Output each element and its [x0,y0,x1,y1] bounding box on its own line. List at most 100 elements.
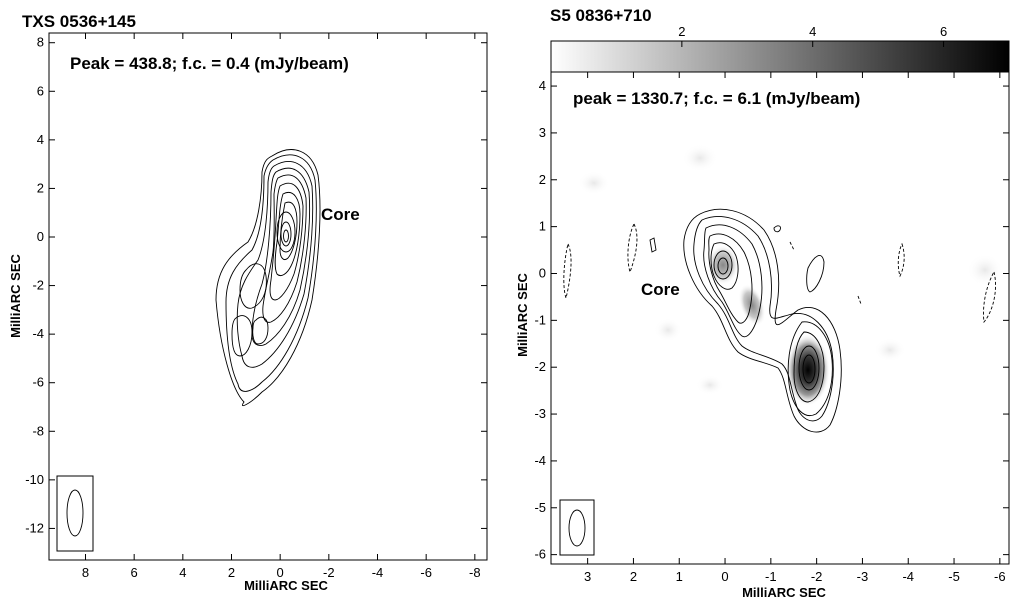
left-contour-level-10 [280,221,292,247]
right-y-tick-label: 2 [539,172,546,187]
right-jet-emission [738,283,766,327]
right-axis-ticks: 3 2 1 0 -1 -2 -3 -4 -5 -6 4 3 2 1 0 -1 -2 -3 -4 -5 -6 [534,72,1009,584]
right-peak-annotation: peak = 1330.7; f.c. = 6.1 (mJy/beam) [573,89,860,108]
right-core-label: Core [641,280,680,299]
right-faint-emission-6 [967,254,1003,286]
left-x-axis-label: MilliARC SEC [244,578,328,593]
left-x-tick-label: 0 [277,565,284,580]
left-contour-level-6 [269,182,304,301]
colorbar: 2 4 6 [550,24,1010,73]
right-negative-contour-3 [897,242,905,278]
left-contour-level-1 [215,149,321,406]
colorbar-tick-label: 4 [809,24,816,39]
right-faint-emission-1 [578,171,610,195]
right-knot-contour-1 [787,321,833,416]
left-jet-inner-loop-2 [231,315,253,357]
right-faint-emission-2 [682,144,718,172]
left-y-tick-label: -2 [32,278,44,293]
right-x-tick-label: 2 [630,569,637,584]
right-contour-level-5 [710,242,739,290]
left-y-tick-label: 6 [37,83,44,98]
right-x-tick-label: -4 [902,569,914,584]
right-beam-box [559,499,595,556]
right-y-tick-label: -2 [534,359,546,374]
left-y-tick-label: -12 [25,520,44,535]
left-contour-level-3 [236,161,314,368]
left-x-tick-label: 4 [179,565,186,580]
right-y-tick-label: -4 [534,453,546,468]
right-y-tick-label: 0 [539,265,546,280]
right-contour-level-7 [717,257,729,275]
right-contour-level-6 [713,250,733,280]
left-x-tick-label: -6 [420,565,432,580]
left-contour-level-8 [279,201,298,261]
right-faint-emission-3 [654,318,682,342]
left-panel-title: TXS 0536+145 [22,12,136,31]
right-y-tick-label: -6 [534,547,546,562]
left-core-label: Core [321,205,360,224]
colorbar-ticks: 2 4 6 [678,24,947,47]
right-negative-contour-2 [627,222,638,274]
right-knot-contour-2 [793,331,825,403]
right-knot-contour-4 [802,354,816,384]
left-plot-frame [48,32,488,561]
right-faint-emission-5 [874,338,906,362]
right-contour-level-2 [693,216,834,422]
right-x-tick-label: 0 [721,569,728,584]
left-y-axis-label: MilliARC SEC [8,254,23,338]
right-y-axis-label: MilliARC SEC [515,273,530,357]
left-y-tick-label: 2 [37,180,44,195]
colorbar-tick-label: 2 [678,24,685,39]
right-y-tick-label: -1 [534,312,546,327]
right-contour-level-4 [708,233,753,324]
right-y-tick-label: -5 [534,500,546,515]
right-knot-contour-3 [798,345,820,391]
left-contour-level-11 [283,229,289,243]
right-negative-contour-5 [789,241,795,251]
right-negative-contour-4 [983,270,996,324]
left-contour-level-5 [262,174,307,323]
right-small-contour-3 [806,255,825,293]
left-axis-ticks: 8 6 4 2 0 -2 -4 -6 -8 8 6 4 2 0 -2 -4 -6 -8 -10 -12 [25,33,487,580]
right-panel: S5 0836+710 2 4 6 peak = 1330.7; f.c. = 6.… [515,6,1010,600]
colorbar-tick-label: 6 [940,24,947,39]
left-y-tick-label: -4 [32,326,44,341]
left-x-tick-label: 8 [82,565,89,580]
right-x-tick-label: -6 [994,569,1006,584]
left-contour-level-2 [225,154,317,392]
right-negative-contour-6 [857,295,862,305]
right-x-axis-label: MilliARC SEC [742,585,826,600]
right-beam-marker [559,499,595,556]
right-small-contour-1 [649,237,657,253]
left-y-tick-label: -8 [32,423,44,438]
right-x-tick-label: 3 [584,569,591,584]
right-y-tick-label: -3 [534,406,546,421]
right-beam-ellipse [568,509,586,547]
left-x-tick-label: 6 [131,565,138,580]
right-greyscale-image [578,144,1003,406]
left-jet-inner-loop-1 [239,263,267,309]
left-beam-marker [56,475,94,552]
left-peak-annotation: Peak = 438.8; f.c. = 0.4 (mJy/beam) [70,54,349,73]
left-contour-level-4 [251,167,311,346]
left-x-tick-label: -8 [469,565,481,580]
right-y-tick-label: 4 [539,78,546,93]
right-x-tick-label: -2 [811,569,823,584]
left-panel: TXS 0536+145 Peak = 438.8; f.c. = 0.4 (m… [8,12,488,593]
left-contours [215,149,321,406]
left-x-tick-label: -2 [323,565,335,580]
right-x-tick-label: -1 [765,569,777,584]
right-y-tick-label: 1 [539,219,546,234]
right-contour-level-1 [683,208,842,433]
left-beam-ellipse [66,489,84,537]
right-contours [563,208,996,433]
right-bright-knot [786,334,830,406]
right-contour-level-3 [703,224,763,338]
right-small-contour-2 [773,225,781,233]
left-contour-level-9 [276,211,296,253]
left-y-tick-label: 8 [37,35,44,50]
colorbar-wedge [550,40,1010,73]
right-faint-emission-4 [696,375,724,395]
right-panel-title: S5 0836+710 [550,6,652,25]
